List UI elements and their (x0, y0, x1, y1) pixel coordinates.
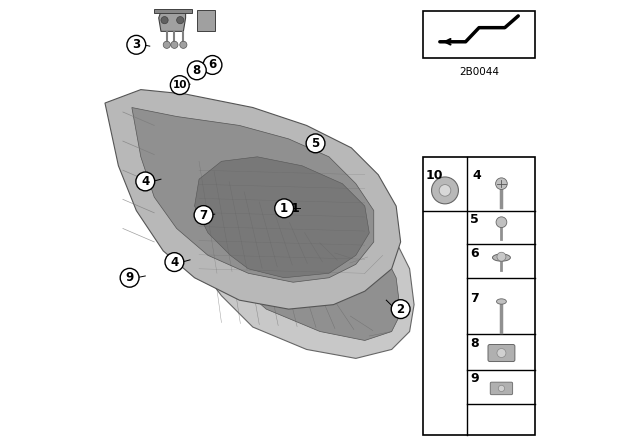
Circle shape (180, 41, 187, 48)
Circle shape (171, 41, 178, 48)
Polygon shape (132, 108, 374, 282)
Text: 6: 6 (470, 246, 479, 260)
Text: 10: 10 (173, 80, 187, 90)
Text: 2: 2 (397, 302, 404, 316)
Bar (423, 11, 535, 58)
Circle shape (203, 56, 222, 74)
Bar (423, 157, 535, 435)
Text: 4: 4 (472, 169, 481, 182)
Text: 2B0044: 2B0044 (459, 67, 499, 77)
Polygon shape (195, 157, 369, 278)
Circle shape (136, 172, 155, 191)
Circle shape (431, 177, 458, 204)
Circle shape (165, 253, 184, 271)
Ellipse shape (493, 254, 510, 261)
Text: 7: 7 (200, 208, 207, 222)
Circle shape (188, 61, 206, 80)
Text: 5: 5 (470, 213, 479, 226)
Circle shape (439, 185, 451, 196)
Text: 8: 8 (193, 64, 201, 77)
Circle shape (495, 178, 508, 190)
FancyBboxPatch shape (490, 382, 513, 395)
Text: 10: 10 (425, 169, 443, 182)
Text: 9: 9 (125, 271, 134, 284)
Bar (196, 10, 214, 31)
Text: 4: 4 (170, 255, 179, 269)
Text: 8: 8 (470, 337, 479, 350)
Circle shape (161, 17, 168, 24)
Text: 1: 1 (291, 202, 300, 215)
Polygon shape (154, 9, 192, 13)
Circle shape (275, 199, 294, 218)
Text: 1: 1 (280, 202, 288, 215)
Circle shape (391, 300, 410, 319)
Circle shape (170, 76, 189, 95)
Text: 6: 6 (209, 58, 216, 72)
Circle shape (306, 134, 325, 153)
Circle shape (127, 35, 146, 54)
Text: 9: 9 (470, 372, 479, 385)
Circle shape (163, 41, 170, 48)
Text: 4: 4 (141, 175, 149, 188)
Circle shape (120, 268, 139, 287)
Polygon shape (154, 125, 414, 358)
Text: 2: 2 (401, 302, 410, 316)
Ellipse shape (497, 299, 506, 304)
Text: 5: 5 (312, 137, 319, 150)
FancyBboxPatch shape (488, 345, 515, 362)
Circle shape (496, 217, 507, 228)
Circle shape (497, 349, 506, 358)
Text: 3: 3 (132, 38, 140, 52)
Text: 7: 7 (470, 292, 479, 306)
Circle shape (497, 252, 506, 261)
Circle shape (177, 17, 184, 24)
Circle shape (499, 385, 504, 392)
Polygon shape (105, 90, 401, 309)
Circle shape (194, 206, 213, 224)
Polygon shape (159, 11, 186, 31)
Polygon shape (186, 152, 401, 340)
